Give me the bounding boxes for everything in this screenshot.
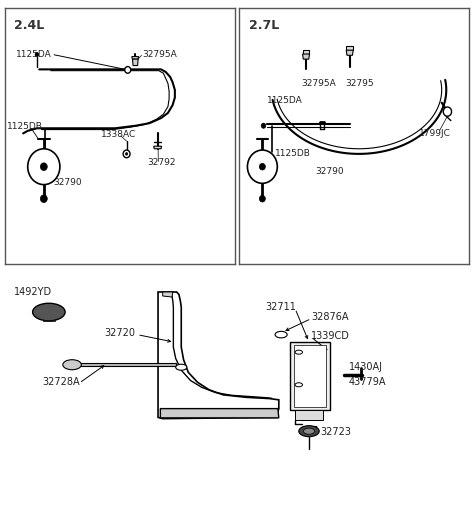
Circle shape: [33, 303, 65, 321]
Circle shape: [259, 163, 265, 170]
Circle shape: [443, 107, 452, 116]
Text: 1799JC: 1799JC: [419, 129, 451, 138]
Text: 1492YD: 1492YD: [14, 287, 52, 297]
Text: 2.7L: 2.7L: [248, 20, 279, 32]
Circle shape: [40, 195, 47, 203]
Polygon shape: [295, 410, 323, 420]
Circle shape: [295, 350, 302, 354]
Text: 1125DB: 1125DB: [275, 149, 311, 158]
Circle shape: [247, 150, 277, 183]
Circle shape: [35, 52, 39, 56]
Text: 32728A: 32728A: [42, 378, 80, 387]
Text: 32720: 32720: [105, 328, 136, 338]
Text: 32723: 32723: [320, 428, 352, 437]
Text: 32795A: 32795A: [143, 50, 177, 59]
Text: 32790: 32790: [53, 177, 82, 186]
Polygon shape: [291, 342, 330, 410]
Circle shape: [123, 150, 130, 158]
Text: 1339CD: 1339CD: [311, 331, 350, 341]
Text: 1430AJ: 1430AJ: [348, 362, 383, 372]
Circle shape: [295, 383, 302, 387]
Polygon shape: [154, 146, 162, 149]
Text: 32795: 32795: [345, 79, 374, 88]
Polygon shape: [302, 54, 310, 59]
Circle shape: [176, 364, 187, 370]
Polygon shape: [158, 292, 279, 419]
Circle shape: [303, 428, 315, 434]
Circle shape: [299, 426, 319, 437]
Circle shape: [125, 67, 131, 73]
Polygon shape: [43, 319, 55, 321]
Polygon shape: [133, 59, 138, 65]
Polygon shape: [72, 363, 176, 366]
Circle shape: [259, 195, 265, 202]
Circle shape: [40, 163, 47, 171]
Polygon shape: [346, 46, 353, 50]
Circle shape: [126, 153, 128, 155]
Polygon shape: [160, 409, 279, 418]
Text: 1338AC: 1338AC: [101, 130, 137, 139]
Text: 32711: 32711: [265, 302, 296, 312]
Text: 32790: 32790: [315, 167, 344, 176]
Polygon shape: [132, 56, 138, 59]
Polygon shape: [302, 50, 310, 54]
Text: 43779A: 43779A: [348, 378, 386, 387]
Text: 1125DA: 1125DA: [267, 96, 303, 105]
Polygon shape: [294, 345, 326, 408]
Text: 32792: 32792: [147, 158, 176, 167]
Text: 32876A: 32876A: [311, 312, 349, 322]
Text: 32795A: 32795A: [301, 79, 336, 88]
Polygon shape: [163, 292, 173, 297]
Circle shape: [275, 332, 287, 338]
Text: 1125DB: 1125DB: [7, 122, 43, 131]
Text: 1125DA: 1125DA: [16, 50, 52, 59]
Circle shape: [27, 149, 60, 185]
Polygon shape: [346, 50, 353, 55]
Circle shape: [63, 360, 82, 370]
Text: 2.4L: 2.4L: [14, 20, 44, 32]
Circle shape: [261, 123, 266, 128]
